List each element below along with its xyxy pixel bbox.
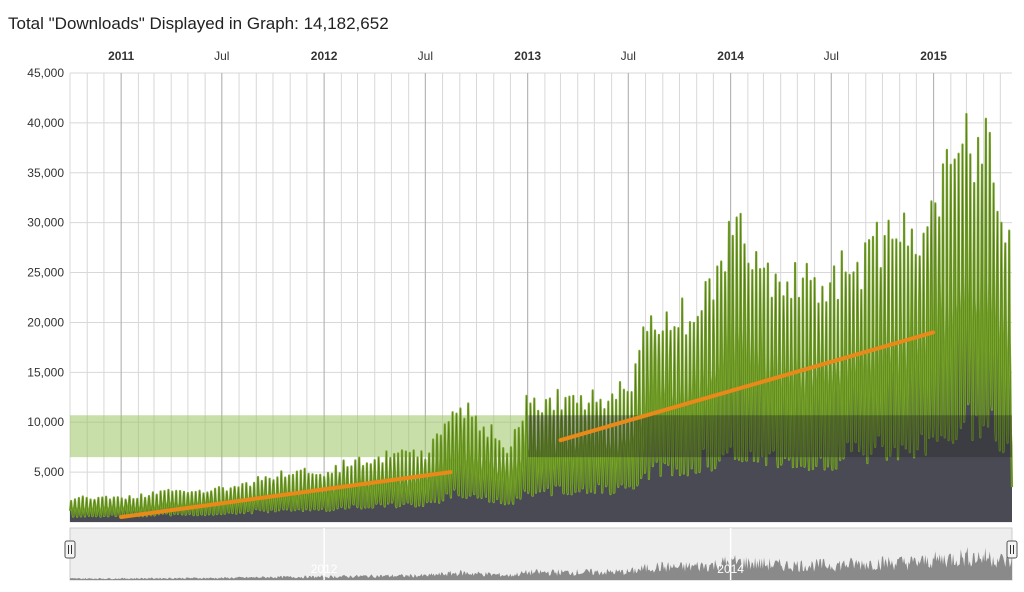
chart-title: Total "Downloads" Displayed in Graph: 14… [8,14,389,34]
y-tick-label: 5,000 [34,465,64,479]
navigator-left-handle[interactable] [64,540,76,559]
y-tick-label: 30,000 [27,216,64,230]
y-tick-label: 35,000 [27,166,64,180]
navigator-year-label: 2012 [311,562,338,576]
series-line-edge [69,113,1013,518]
x-tick-label: 2012 [311,49,338,63]
x-tick-label: 2013 [514,49,541,63]
y-tick-label: 40,000 [27,116,64,130]
series-layer [68,112,1014,522]
trend-lines [119,330,936,520]
y-tick-label: 45,000 [27,66,64,80]
dark-band [527,415,1012,458]
x-tick-label: Jul [824,49,839,63]
x-tick-label: 2015 [920,49,947,63]
y-tick-label: 15,000 [27,365,64,379]
dark-bands [527,415,1012,458]
x-tick-label: 2011 [108,49,134,63]
y-tick-label: 25,000 [27,266,64,280]
x-tick-label: Jul [214,49,229,63]
axes: 45,000 40,000 35,000 30,000 25,000 20,000 15,0… [27,49,947,479]
title-prefix: Total "Downloads" Displayed in Graph: [8,14,304,33]
navigator[interactable]: 2012 2014 [64,527,1018,581]
x-tick-label: 2014 [717,49,744,63]
navigator-series [70,547,1012,580]
x-tick-label: Jul [621,49,636,63]
y-tick-label: 20,000 [27,315,64,329]
trend-line [119,470,453,520]
navigator-right-handle[interactable] [1006,540,1018,559]
navigator-year-label: 2014 [717,562,744,576]
y-tick-label: 10,000 [27,415,64,429]
trend-line [558,330,936,443]
x-tick-label: Jul [418,49,433,63]
total-downloads-value: 14,182,652 [303,14,389,33]
